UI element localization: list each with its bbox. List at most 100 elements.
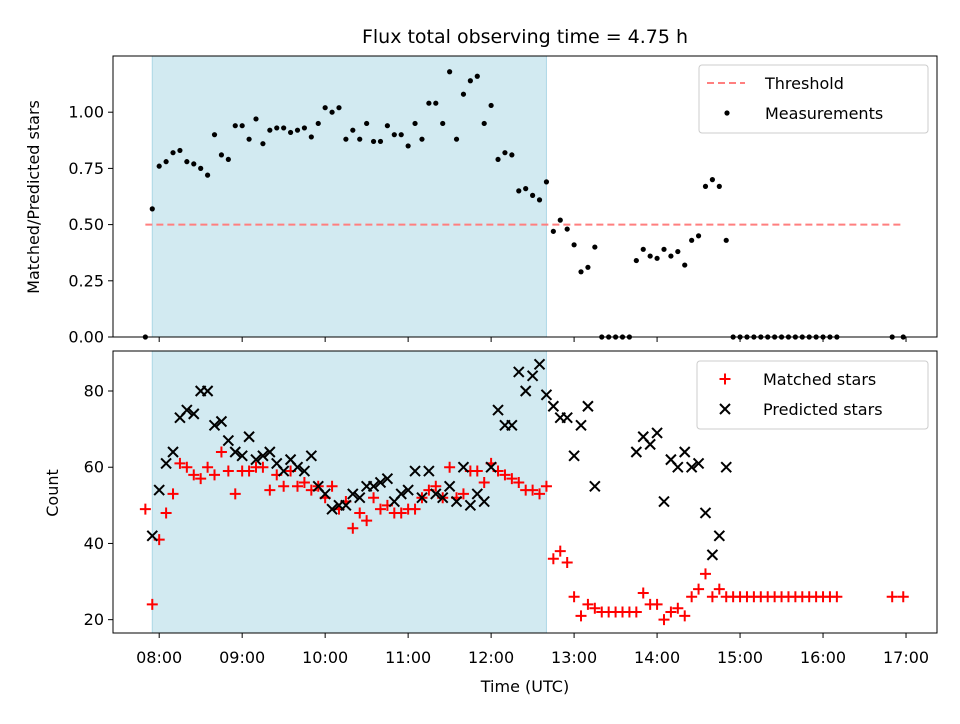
predicted-star-point [277, 465, 290, 477]
predicted-star-point [464, 499, 477, 512]
y-tick-label: 0.25 [68, 271, 104, 290]
matched-star-point [374, 503, 386, 515]
matched-star-point [395, 507, 407, 519]
matched-star-point [886, 591, 898, 603]
predicted-star-point [513, 366, 525, 378]
x-tick-label: 11:00 [385, 648, 431, 667]
predicted-star-point [423, 465, 435, 477]
measurement-point [336, 105, 342, 111]
matched-star-point [174, 457, 186, 469]
predicted-star-point [720, 461, 732, 473]
plot-frame [112, 350, 938, 634]
predicted-star-point [340, 499, 352, 512]
measurement-point [592, 244, 598, 250]
y-tick-label: 0.75 [68, 159, 104, 178]
predicted-star-point [326, 503, 338, 515]
measurement-point [509, 152, 515, 158]
x-tick-label: 15:00 [717, 648, 763, 667]
predicted-star-point [651, 427, 663, 439]
measurement-point [163, 159, 169, 165]
predicted-star-point [201, 385, 214, 397]
matched-star-point [506, 473, 518, 485]
matched-star-point [229, 488, 241, 500]
x-tick-label: 16:00 [800, 648, 846, 667]
measurement-point [571, 242, 577, 248]
predicted-star-point [692, 457, 705, 470]
measurement-point [398, 132, 404, 138]
measurement-point [433, 100, 439, 106]
predicted-star-point [208, 419, 221, 432]
measurement-point [204, 172, 211, 178]
measurement-point [516, 188, 522, 194]
matched-star-point [167, 488, 179, 500]
x-tick-label: 17:00 [883, 648, 929, 667]
measurement-point [239, 123, 245, 129]
measurement-point [689, 237, 695, 243]
observing-span [151, 55, 547, 338]
predicted-star-point [395, 488, 407, 500]
measurement-point [578, 269, 584, 275]
predicted-star-point [644, 438, 656, 451]
measurement-point [315, 120, 321, 127]
matched-star-point [354, 507, 366, 519]
chart-title: Flux total observing time = 4.75 h [362, 26, 688, 48]
measurement-point [550, 228, 556, 234]
predicted-star-point [409, 465, 421, 477]
legend-marker [719, 403, 731, 415]
matched-star-point [409, 503, 421, 515]
predicted-star-point [291, 461, 304, 473]
measurement-point [702, 183, 709, 189]
measurement-point [156, 163, 162, 169]
matched-star-point [188, 469, 200, 481]
matched-star-point [291, 480, 303, 492]
predicted-star-point [257, 450, 269, 462]
matched-star-point [457, 488, 469, 500]
matched-star-point [658, 614, 670, 626]
predicted-star-point [347, 488, 359, 500]
matched-star-point [195, 473, 207, 485]
observing-span [151, 350, 547, 634]
matched-star-point [478, 476, 490, 488]
measurement-point [530, 192, 536, 198]
predicted-star-point [519, 385, 532, 397]
measurement-point [481, 120, 487, 127]
predicted-star-point [298, 465, 311, 477]
matched-star-point [589, 602, 601, 614]
predicted-star-point [416, 492, 428, 504]
measurement-point [308, 134, 314, 140]
predicted-star-point [547, 400, 560, 412]
predicted-star-point [264, 446, 276, 458]
predicted-star-point [146, 530, 158, 542]
measurement-point [170, 150, 176, 156]
measurement-point [184, 159, 190, 165]
matched-star-point [257, 461, 269, 473]
predicted-star-point [181, 404, 193, 416]
measurement-point [322, 105, 328, 111]
predicted-star-point [367, 480, 380, 492]
predicted-star-point [381, 472, 394, 485]
legend-label: Measurements [765, 104, 883, 123]
measurement-point [232, 123, 238, 129]
matched-star-point [568, 591, 580, 603]
measurement-point [377, 138, 384, 145]
predicted-star-point [437, 492, 449, 504]
matched-star-point [540, 480, 552, 492]
measurement-point [343, 136, 349, 142]
predicted-star-point [533, 358, 546, 371]
measurement-point [419, 136, 425, 142]
matched-star-point [575, 610, 587, 622]
matched-star-point [202, 461, 214, 473]
predicted-star-point [450, 495, 463, 508]
legend-marker [719, 373, 731, 385]
measurement-point [391, 132, 397, 138]
measurement-point [723, 237, 729, 243]
legend-box [698, 64, 929, 134]
matched-star-point [146, 598, 158, 610]
measurement-point [225, 156, 231, 163]
predicted-star-point [319, 488, 331, 500]
matched-star-point [699, 568, 711, 580]
x-axis-label: Time (UTC) [480, 677, 569, 696]
measurement-point [287, 129, 294, 136]
matched-star-point [665, 606, 677, 618]
predicted-star-point [430, 488, 442, 500]
